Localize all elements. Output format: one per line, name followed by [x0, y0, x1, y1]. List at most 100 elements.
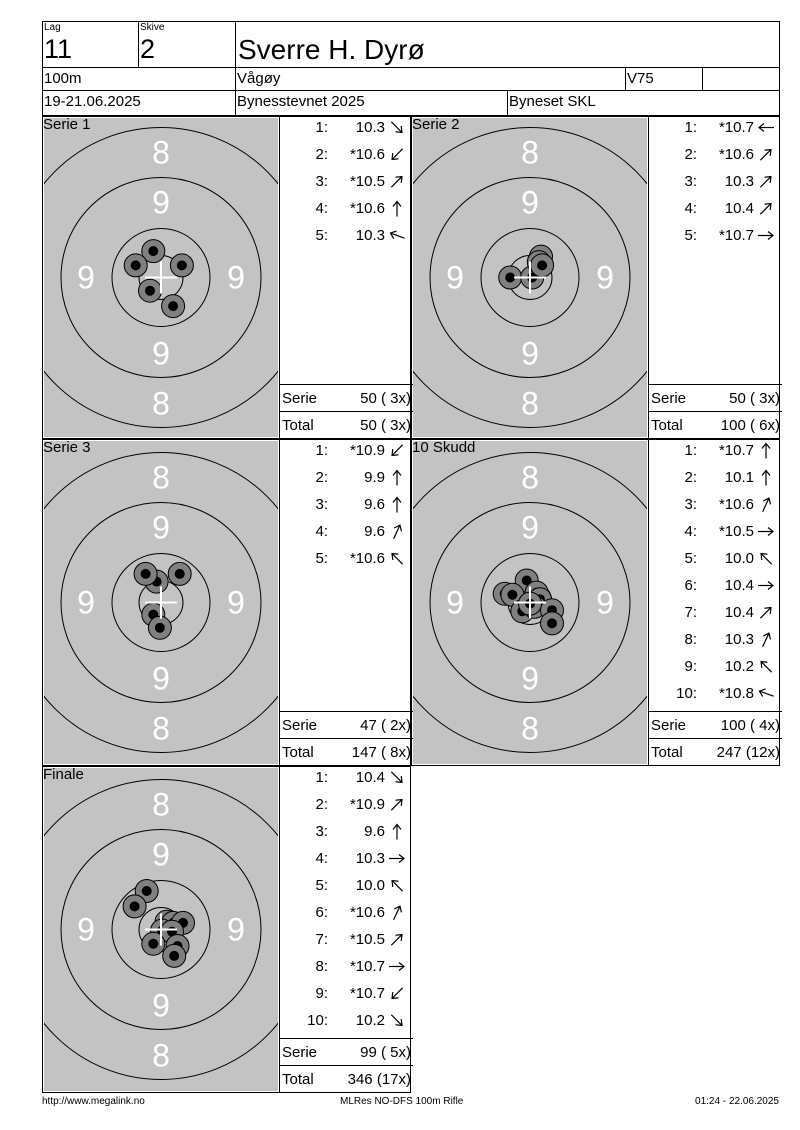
ring-label-8: 8 — [152, 135, 170, 171]
shot-number: 1: — [315, 119, 328, 136]
target-ring — [60, 829, 262, 1030]
ring-label-9: 9 — [521, 336, 539, 372]
shot-row: 1: 10.3 — [280, 114, 413, 141]
serie-label: Serie — [651, 717, 687, 734]
direction-arrow-icon — [387, 791, 407, 818]
shot-number: 8: — [315, 958, 328, 975]
skive-cell: Skive 2 — [139, 22, 236, 68]
series-panel: 8 8 9 9 9 9 Finale 1: 10.4 2: *10.9 3: 9.6 4: 10.3 5: 10… — [42, 764, 413, 1093]
shot-hole-center — [176, 260, 187, 271]
target-ring — [480, 553, 580, 652]
direction-arrow-icon — [387, 764, 407, 791]
ring-label-8: 8 — [521, 135, 539, 171]
direction-arrow-icon — [387, 195, 407, 222]
target-ring — [429, 502, 631, 703]
shot-row: 1: *10.9 — [280, 437, 413, 464]
shot-row: 3: 10.3 — [649, 168, 782, 195]
shot-hole-center — [168, 301, 179, 312]
shot-row: 1: *10.7 — [649, 437, 782, 464]
class-cell: V75 — [626, 68, 703, 91]
shot-row: 5: *10.6 — [280, 545, 413, 572]
serie-value: 47 ( 2x) — [360, 717, 411, 734]
shot-value: 10.1 — [724, 469, 754, 486]
shot-number: 4: — [684, 523, 697, 540]
ring-label-9: 9 — [152, 837, 170, 873]
shot-row: 4: *10.6 — [280, 195, 413, 222]
shot-value: *10.7 — [718, 227, 754, 244]
shot-number: 6: — [684, 577, 697, 594]
shot-hole-center — [141, 886, 152, 896]
series-panel: 8 8 9 9 9 9 Serie 1 1: 10.3 2: *10.6 3: *10.5 4: *10.6… — [42, 114, 413, 439]
shot-row: 1: *10.7 — [649, 114, 782, 141]
shot-hole-center — [174, 568, 185, 579]
shot-hole-center — [130, 260, 141, 271]
shot-row: 5: 10.3 — [280, 222, 413, 249]
ring-label-9: 9 — [596, 585, 614, 621]
direction-arrow-icon — [387, 437, 407, 464]
shot-number: 4: — [315, 850, 328, 867]
serie-row: Serie 99 ( 5x) — [280, 1038, 413, 1065]
shot-value: *10.5 — [349, 931, 385, 948]
total-label: Total — [282, 1071, 314, 1088]
shot-number: 2: — [315, 469, 328, 486]
total-row: Total 100 ( 6x) — [649, 411, 782, 438]
shot-number: 5: — [315, 877, 328, 894]
shot-number: 5: — [684, 227, 697, 244]
serie-label: Serie — [651, 390, 687, 407]
shot-value: 10.0 — [355, 877, 385, 894]
shot-number: 1: — [684, 442, 697, 459]
shot-value: 10.3 — [355, 850, 385, 867]
distance: 100m — [44, 70, 82, 87]
shot-number: 9: — [315, 985, 328, 1002]
shot-hole-center — [140, 568, 151, 579]
ring-label-9: 9 — [227, 585, 245, 621]
shot-hole-center — [507, 589, 518, 600]
shot-value: *10.9 — [349, 796, 385, 813]
shot-row: 5: *10.7 — [649, 222, 782, 249]
shot-number: 1: — [684, 119, 697, 136]
ring-label-9: 9 — [521, 510, 539, 546]
shot-value: 9.6 — [364, 523, 385, 540]
ring-label-9: 9 — [152, 988, 170, 1024]
shooter-name: Sverre H. Dyrø — [238, 34, 425, 65]
target-ring — [111, 553, 211, 652]
series-title: Serie 1 — [43, 116, 91, 133]
shot-row: 2: *10.6 — [649, 141, 782, 168]
direction-arrow-icon — [387, 1007, 407, 1034]
shot-row: 10: 10.2 — [280, 1007, 413, 1034]
shot-number: 3: — [315, 173, 328, 190]
ring-label-9: 9 — [446, 585, 464, 621]
ring-label-8: 8 — [152, 787, 170, 823]
series-title: Serie 3 — [43, 439, 91, 456]
shot-value: *10.6 — [349, 146, 385, 163]
ring-label-8: 8 — [521, 460, 539, 496]
ring-label-8: 8 — [152, 1038, 170, 1074]
shot-hole-center — [169, 950, 180, 961]
shot-value: *10.6 — [349, 550, 385, 567]
direction-arrow-icon — [387, 491, 407, 518]
club-cell: Vågøy — [236, 68, 626, 91]
direction-arrow-icon — [756, 680, 776, 707]
series-title: 10 Skudd — [412, 439, 476, 456]
shot-value: 9.9 — [364, 469, 385, 486]
shot-list: 1: *10.7 2: *10.6 3: 10.3 4: 10.4 5: *10.7 Serie 50… — [648, 116, 782, 439]
target-ring — [413, 127, 647, 428]
total-row: Total 50 ( 3x) — [280, 411, 413, 438]
shot-number: 7: — [684, 604, 697, 621]
shot-value: 9.6 — [364, 823, 385, 840]
shot-row: 3: 9.6 — [280, 818, 413, 845]
target-ring — [413, 452, 647, 753]
ring-label-8: 8 — [152, 460, 170, 496]
shot-value: 10.0 — [724, 550, 754, 567]
total-value: 50 ( 3x) — [360, 417, 411, 434]
serie-label: Serie — [282, 1044, 318, 1061]
total-value: 346 (17x) — [347, 1071, 411, 1088]
target-ring — [111, 228, 211, 327]
shot-number: 4: — [315, 200, 328, 217]
direction-arrow-icon — [387, 926, 407, 953]
serie-value: 50 ( 3x) — [729, 390, 780, 407]
serie-label: Serie — [282, 390, 318, 407]
ring-label-9: 9 — [77, 260, 95, 296]
direction-arrow-icon — [756, 626, 776, 653]
shot-row: 9: 10.2 — [649, 653, 782, 680]
